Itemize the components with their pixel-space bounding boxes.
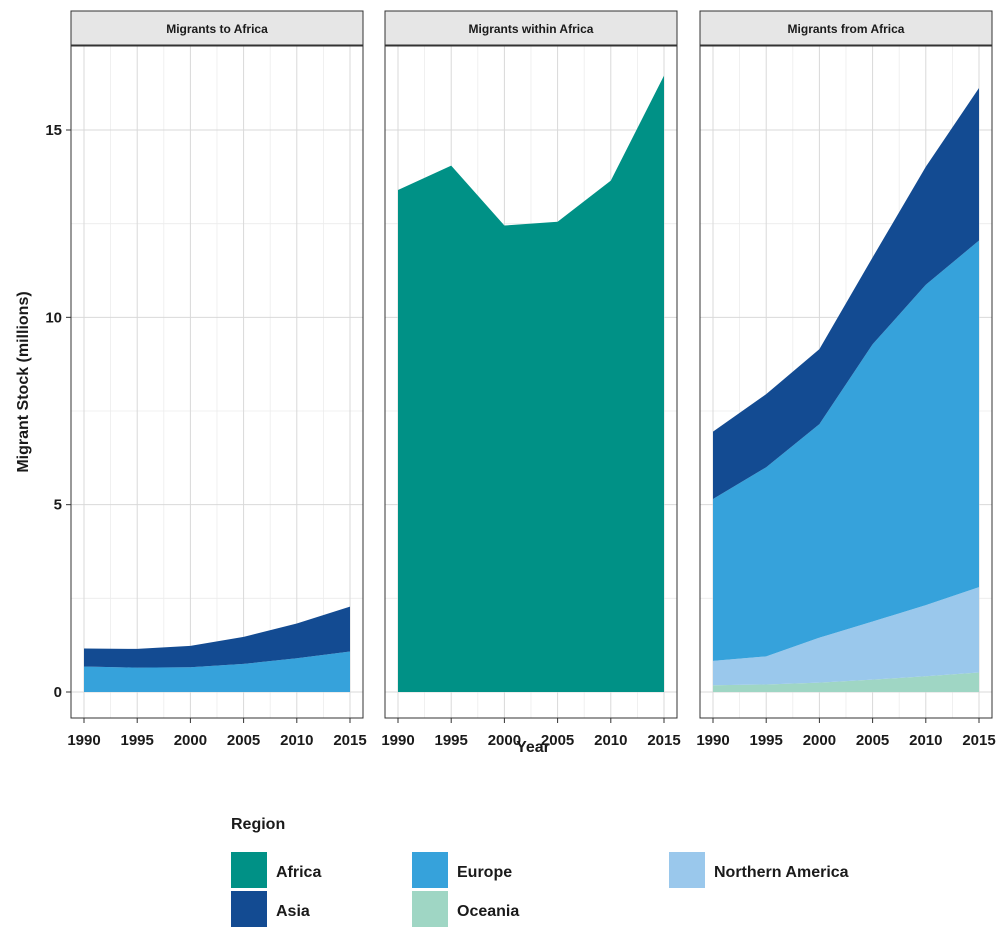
x-tick-label: 2005 — [227, 732, 260, 749]
area-africa — [398, 75, 664, 693]
x-tick-label: 2010 — [280, 732, 313, 749]
y-axis-title: Migrant Stock (millions) — [15, 291, 32, 472]
legend: Region Africa Asia Europe Oceania Northern A… — [231, 816, 849, 927]
x-tick-label: 1990 — [381, 732, 414, 749]
panel-3: Migrants from Africa 1990 1995 2000 2005 2010… — [696, 10, 996, 749]
legend-label: Northern America — [714, 864, 849, 881]
x-axis-title: Year — [516, 739, 550, 756]
legend-swatch — [669, 852, 705, 888]
panel-2: Migrants within Africa 1990 1995 2000 2005 20… — [381, 10, 681, 749]
panel-title: Migrants to Africa — [166, 22, 268, 36]
x-tick-label: 2005 — [856, 732, 889, 749]
x-tick-label: 1995 — [435, 732, 468, 749]
y-tick-label: 0 — [54, 684, 62, 701]
legend-item-oceania: Oceania — [412, 891, 519, 927]
legend-label: Africa — [276, 864, 321, 881]
x-tick-label: 2015 — [647, 732, 680, 749]
area-asia — [713, 88, 979, 500]
x-tick-label: 1990 — [67, 732, 100, 749]
x-tick-label: 2010 — [594, 732, 627, 749]
area-northern-america — [713, 587, 979, 686]
x-tick-label: 2010 — [909, 732, 942, 749]
x-tick-label: 2015 — [962, 732, 995, 749]
legend-swatch — [231, 891, 267, 927]
x-tick-label: 2005 — [541, 732, 574, 749]
panel-strip — [384, 10, 678, 46]
x-tick-label: 1990 — [696, 732, 729, 749]
panel-title: Migrants from Africa — [788, 22, 905, 36]
legend-item-asia: Asia — [231, 891, 310, 927]
area-asia — [84, 606, 350, 668]
area-europe — [713, 240, 979, 661]
panel-border — [384, 45, 678, 719]
area-oceania — [713, 672, 979, 692]
panel-title: Migrants within Africa — [469, 22, 594, 36]
panel-strip — [70, 10, 364, 46]
legend-item-northern-america: Northern America — [669, 852, 849, 888]
y-tick-label: 5 — [54, 497, 62, 514]
legend-item-europe: Europe — [412, 852, 512, 888]
panel-border — [70, 45, 364, 719]
legend-swatch — [412, 852, 448, 888]
legend-item-africa: Africa — [231, 852, 321, 888]
legend-label: Oceania — [457, 903, 519, 920]
panel-border — [699, 45, 993, 719]
panel-strip — [699, 10, 993, 46]
panel-1: Migrants to Africa 1990 1995 2000 2005 2010 20… — [45, 10, 367, 749]
legend-title: Region — [231, 816, 285, 833]
y-tick-label: 10 — [45, 309, 62, 326]
x-tick-label: 2000 — [174, 732, 207, 749]
legend-swatch — [412, 891, 448, 927]
x-tick-label: 1995 — [121, 732, 154, 749]
panels-layer: Migrants to Africa 1990 1995 2000 2005 2010 20… — [45, 10, 996, 749]
x-tick-label: 2015 — [333, 732, 366, 749]
x-tick-label: 1995 — [750, 732, 783, 749]
legend-label: Europe — [457, 864, 512, 881]
x-tick-label: 2000 — [488, 732, 521, 749]
area-europe — [84, 651, 350, 692]
y-tick-label: 15 — [45, 122, 62, 139]
legend-swatch — [231, 852, 267, 888]
legend-label: Asia — [276, 903, 310, 920]
x-tick-label: 2000 — [803, 732, 836, 749]
